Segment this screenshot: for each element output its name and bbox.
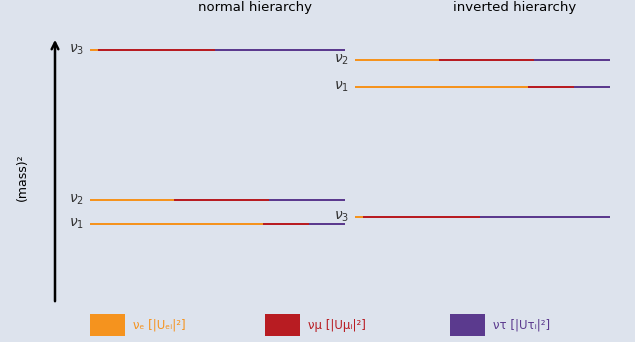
Bar	[90, 223, 264, 225]
Text: (mass)²: (mass)²	[15, 153, 29, 201]
Bar	[450, 314, 485, 336]
Bar	[98, 49, 215, 51]
Text: νμ [|Uμᵢ|²]: νμ [|Uμᵢ|²]	[308, 318, 366, 331]
Text: $\nu_{2}$: $\nu_{2}$	[69, 193, 84, 207]
Bar	[269, 199, 345, 201]
Bar	[265, 314, 300, 336]
Text: $\nu_{1}$: $\nu_{1}$	[69, 217, 84, 231]
Bar	[439, 58, 533, 62]
Bar	[533, 58, 610, 62]
Text: $\nu_{3}$: $\nu_{3}$	[334, 210, 349, 224]
Text: inverted hierarchy: inverted hierarchy	[453, 1, 577, 14]
Bar	[215, 49, 345, 51]
Bar	[355, 215, 363, 219]
Bar	[90, 314, 125, 336]
Text: normal hierarchy: normal hierarchy	[198, 1, 312, 14]
Text: $\nu_{2}$: $\nu_{2}$	[334, 53, 349, 67]
Text: $\nu_{3}$: $\nu_{3}$	[69, 43, 84, 57]
Text: ντ [|Uτᵢ|²]: ντ [|Uτᵢ|²]	[493, 318, 550, 331]
Bar	[480, 215, 610, 219]
Text: νₑ [|Uₑᵢ|²]: νₑ [|Uₑᵢ|²]	[133, 318, 185, 331]
Bar	[528, 86, 574, 88]
Bar	[363, 215, 480, 219]
Bar	[90, 199, 174, 201]
Text: $\nu_{1}$: $\nu_{1}$	[334, 80, 349, 94]
Bar	[355, 58, 439, 62]
Bar	[355, 86, 528, 88]
Bar	[574, 86, 610, 88]
Bar	[174, 199, 269, 201]
Bar	[309, 223, 345, 225]
Bar	[264, 223, 309, 225]
Bar	[90, 49, 98, 51]
